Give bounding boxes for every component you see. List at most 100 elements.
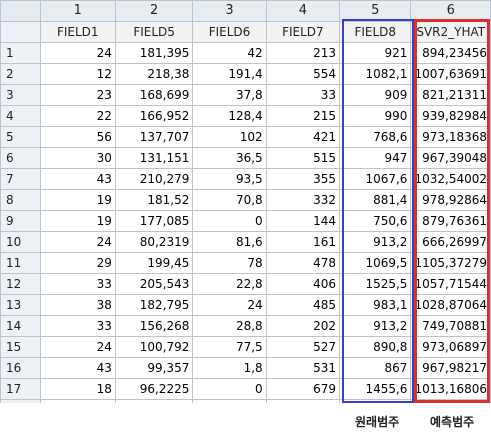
- column-number-3[interactable]: 3: [192, 0, 267, 22]
- cell-field1[interactable]: 22: [39, 105, 116, 127]
- cell-field8[interactable]: 768,6: [339, 126, 412, 148]
- cell-field8[interactable]: 1069,5: [339, 252, 412, 274]
- cell-field1[interactable]: 19: [39, 210, 116, 232]
- cell-field1[interactable]: 33: [39, 315, 116, 337]
- column-number-5[interactable]: 5: [339, 0, 412, 22]
- row-number[interactable]: 18: [0, 399, 41, 403]
- cell-field5[interactable]: 99,357: [114, 357, 194, 379]
- cell-field7[interactable]: 332: [265, 189, 341, 211]
- cell-field5[interactable]: 168,699: [114, 84, 194, 106]
- cell-field6[interactable]: 1,8: [192, 357, 267, 379]
- cell-field6[interactable]: 42: [192, 42, 267, 64]
- cell-field8[interactable]: 1067,6: [339, 168, 412, 190]
- field-header-field5[interactable]: FIELD5: [114, 21, 194, 43]
- cell-field5[interactable]: 199,45: [114, 252, 194, 274]
- cell-field7[interactable]: 361: [265, 399, 341, 403]
- cell-field5[interactable]: 218,38: [114, 63, 194, 85]
- cell-field7[interactable]: 679: [265, 378, 341, 400]
- cell-field1[interactable]: 24: [39, 42, 116, 64]
- cell-field7[interactable]: 515: [265, 147, 341, 169]
- row-number[interactable]: 2: [0, 63, 41, 85]
- cell-field5[interactable]: 205,543: [114, 273, 194, 295]
- column-number-1[interactable]: 1: [39, 0, 116, 22]
- row-number[interactable]: 14: [0, 315, 41, 337]
- cell-field5[interactable]: 92,0171: [114, 399, 194, 403]
- cell-field1[interactable]: 43: [39, 357, 116, 379]
- row-number[interactable]: 7: [0, 168, 41, 190]
- cell-field7[interactable]: 531: [265, 357, 341, 379]
- cell-field7[interactable]: 421: [265, 126, 341, 148]
- field-header-field8[interactable]: FIELD8: [339, 21, 412, 43]
- cell-field5[interactable]: 182,795: [114, 294, 194, 316]
- cell-svr2-yhat[interactable]: 666,26997: [410, 231, 491, 253]
- cell-field8[interactable]: 750,6: [339, 210, 412, 232]
- cell-field8[interactable]: 913,2: [339, 315, 412, 337]
- cell-field1[interactable]: 24: [39, 231, 116, 253]
- cell-field1[interactable]: 33: [39, 273, 116, 295]
- cell-field6[interactable]: 102: [192, 126, 267, 148]
- cell-field6[interactable]: 128,4: [192, 105, 267, 127]
- cell-svr2-yhat[interactable]: 821,21311: [410, 84, 491, 106]
- cell-field7[interactable]: 33: [265, 84, 341, 106]
- cell-field6[interactable]: 0: [192, 378, 267, 400]
- cell-field6[interactable]: 77,5: [192, 336, 267, 358]
- cell-field7[interactable]: 485: [265, 294, 341, 316]
- cell-field7[interactable]: 144: [265, 210, 341, 232]
- field-header-field1[interactable]: FIELD1: [39, 21, 116, 43]
- cell-field1[interactable]: 21: [39, 399, 116, 403]
- cell-field6[interactable]: 3,5: [192, 399, 267, 403]
- row-number[interactable]: 17: [0, 378, 41, 400]
- cell-field1[interactable]: 12: [39, 63, 116, 85]
- column-number-6[interactable]: 6: [410, 0, 491, 22]
- row-number[interactable]: 6: [0, 147, 41, 169]
- cell-field1[interactable]: 18: [39, 378, 116, 400]
- cell-field5[interactable]: 166,952: [114, 105, 194, 127]
- cell-field6[interactable]: 22,8: [192, 273, 267, 295]
- cell-field6[interactable]: 191,4: [192, 63, 267, 85]
- cell-field5[interactable]: 181,395: [114, 42, 194, 64]
- column-number-2[interactable]: 2: [114, 0, 194, 22]
- cell-field1[interactable]: 19: [39, 189, 116, 211]
- cell-field5[interactable]: 156,268: [114, 315, 194, 337]
- row-number[interactable]: 16: [0, 357, 41, 379]
- cell-field5[interactable]: 96,2225: [114, 378, 194, 400]
- cell-field5[interactable]: 177,085: [114, 210, 194, 232]
- cell-field6[interactable]: 70,8: [192, 189, 267, 211]
- corner-cell[interactable]: [0, 0, 41, 22]
- cell-svr2-yhat[interactable]: 1105,37279: [410, 252, 491, 274]
- row-number[interactable]: 15: [0, 336, 41, 358]
- field-header-field7[interactable]: FIELD7: [265, 21, 341, 43]
- cell-field5[interactable]: 181,52: [114, 189, 194, 211]
- cell-svr2-yhat[interactable]: 1028,87064: [410, 294, 491, 316]
- row-number[interactable]: 3: [0, 84, 41, 106]
- cell-field1[interactable]: 24: [39, 336, 116, 358]
- field-header-field6[interactable]: FIELD6: [192, 21, 267, 43]
- field-header-svr2-yhat[interactable]: SVR2_YHAT: [410, 21, 491, 43]
- cell-field6[interactable]: 37,8: [192, 84, 267, 106]
- cell-field8[interactable]: 867: [339, 357, 412, 379]
- cell-field6[interactable]: 24: [192, 294, 267, 316]
- cell-svr2-yhat[interactable]: 1007,63691: [410, 63, 491, 85]
- row-number[interactable]: 4: [0, 105, 41, 127]
- cell-field7[interactable]: 554: [265, 63, 341, 85]
- cell-field1[interactable]: 23: [39, 84, 116, 106]
- cell-field6[interactable]: 28,8: [192, 315, 267, 337]
- cell-field8[interactable]: 921: [339, 42, 412, 64]
- cell-svr2-yhat[interactable]: 967,39048: [410, 147, 491, 169]
- cell-field7[interactable]: 527: [265, 336, 341, 358]
- cell-field5[interactable]: 80,2319: [114, 231, 194, 253]
- cell-field7[interactable]: 215: [265, 105, 341, 127]
- row-number[interactable]: 5: [0, 126, 41, 148]
- cell-svr2-yhat[interactable]: 879,76361: [410, 210, 491, 232]
- row-number[interactable]: 8: [0, 189, 41, 211]
- cell-field6[interactable]: 36,5: [192, 147, 267, 169]
- cell-field5[interactable]: 210,279: [114, 168, 194, 190]
- cell-field1[interactable]: 29: [39, 252, 116, 274]
- cell-svr2-yhat[interactable]: 1013,16806: [410, 378, 491, 400]
- cell-field1[interactable]: 38: [39, 294, 116, 316]
- row-number[interactable]: 9: [0, 210, 41, 232]
- cell-field5[interactable]: 137,707: [114, 126, 194, 148]
- cell-field1[interactable]: 43: [39, 168, 116, 190]
- cell-field7[interactable]: 213: [265, 42, 341, 64]
- cell-field8[interactable]: 947: [339, 147, 412, 169]
